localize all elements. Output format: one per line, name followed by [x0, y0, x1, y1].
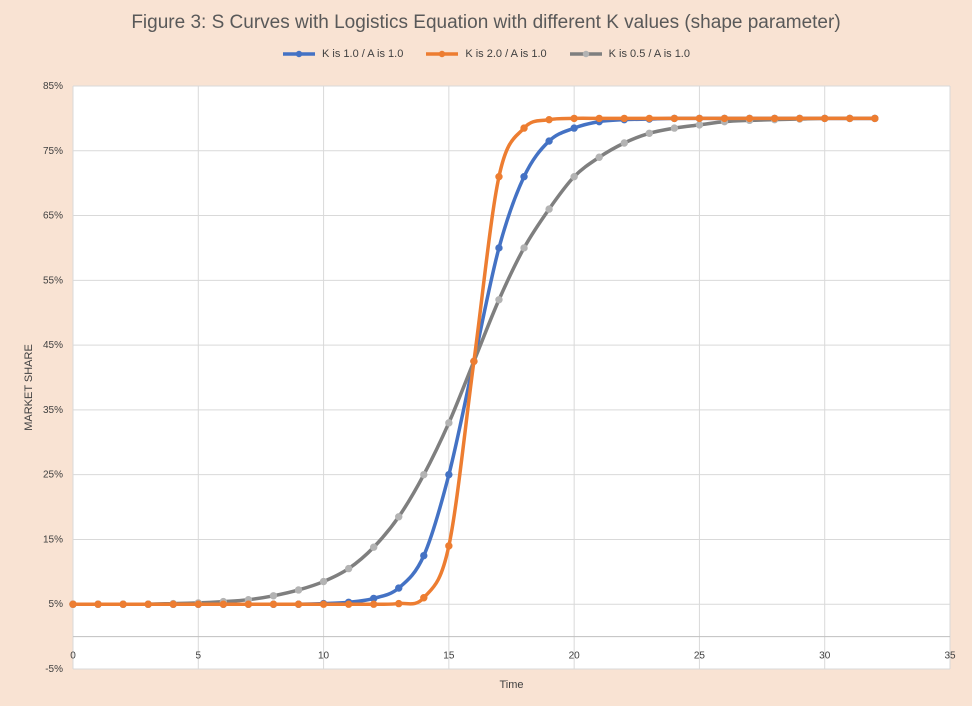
y-tick-label: 35%: [43, 405, 63, 416]
x-axis-title: Time: [499, 679, 523, 691]
data-point: [420, 551, 428, 560]
data-point: [69, 600, 77, 608]
data-point: [169, 600, 177, 608]
data-point: [620, 114, 628, 123]
plot-background: [73, 86, 950, 669]
data-point: [344, 600, 353, 608]
data-point: [595, 153, 603, 161]
data-point: [545, 137, 553, 145]
data-point: [420, 594, 428, 602]
legend-item: K is 0.5 / A is 1.0: [569, 48, 690, 60]
data-point: [645, 114, 654, 123]
data-point: [745, 114, 754, 123]
data-point: [94, 600, 102, 608]
legend-marker: [295, 50, 303, 58]
data-point: [445, 542, 453, 550]
legend-swatch: [426, 50, 459, 58]
data-point: [495, 244, 503, 252]
data-point: [470, 357, 478, 366]
data-point: [670, 114, 679, 123]
legend-marker: [439, 50, 446, 58]
data-point: [319, 600, 328, 608]
legend-item: K is 1.0 / A is 1.0: [282, 48, 403, 60]
legend-marker: [582, 50, 589, 58]
data-point: [520, 124, 528, 132]
data-point: [319, 577, 328, 586]
y-axis-title: MARKET SHARE: [23, 344, 35, 431]
data-point: [570, 124, 578, 132]
x-tick-label: 15: [443, 651, 455, 662]
data-point: [395, 599, 403, 608]
data-point: [294, 586, 303, 594]
x-tick-label: 20: [569, 651, 581, 662]
chart-title: Figure 3: S Curves with Logistics Equati…: [131, 12, 841, 33]
legend-swatch: [283, 50, 315, 58]
y-tick-label: 45%: [43, 340, 63, 351]
y-tick-label: 55%: [43, 275, 63, 286]
data-point: [294, 600, 303, 608]
data-point: [670, 124, 679, 132]
data-point: [244, 600, 253, 608]
data-point: [545, 115, 553, 124]
data-point: [520, 244, 528, 252]
data-point: [395, 513, 403, 521]
data-point: [445, 419, 453, 427]
data-point: [369, 543, 378, 551]
data-point: [269, 600, 278, 608]
data-point: [369, 600, 378, 608]
data-point: [445, 470, 453, 479]
data-point: [269, 592, 278, 600]
y-tick-label: 5%: [49, 599, 64, 610]
y-tick-label: 65%: [43, 211, 63, 222]
legend: K is 1.0 / A is 1.0 K is 2.0 / A is 1.0 K …: [0, 48, 972, 60]
y-tick-label: 85%: [43, 81, 63, 92]
legend-swatch: [569, 50, 602, 58]
data-point: [344, 564, 353, 573]
data-point: [194, 600, 202, 608]
data-point: [695, 114, 704, 123]
data-point: [545, 205, 553, 213]
x-tick-label: 10: [318, 651, 330, 662]
x-tick-label: 0: [70, 651, 76, 662]
data-point: [520, 172, 528, 181]
y-tick-label: 25%: [43, 470, 63, 481]
y-tick-label: -5%: [45, 664, 63, 675]
data-point: [119, 600, 127, 608]
data-point: [570, 114, 578, 123]
legend-label: K is 1.0 / A is 1.0: [322, 48, 404, 60]
data-point: [219, 600, 228, 608]
data-point: [495, 172, 503, 181]
x-tick-label: 25: [694, 651, 706, 662]
data-point: [144, 600, 152, 608]
data-point: [570, 172, 578, 181]
data-point: [645, 129, 654, 137]
data-point: [695, 121, 704, 129]
data-point: [770, 114, 779, 123]
data-point: [620, 139, 628, 147]
legend-label: K is 0.5 / A is 1.0: [608, 48, 690, 60]
x-tick-label: 30: [819, 651, 831, 662]
data-point: [846, 114, 854, 123]
y-tick-label: 75%: [43, 146, 63, 157]
data-point: [795, 114, 804, 123]
data-point: [821, 114, 829, 123]
data-point: [495, 296, 503, 304]
data-point: [871, 114, 879, 123]
data-point: [420, 470, 428, 479]
y-tick-label: 15%: [43, 534, 63, 545]
data-point: [595, 114, 603, 123]
x-tick-label: 5: [196, 651, 202, 662]
legend-item: K is 2.0 / A is 1.0: [425, 48, 547, 60]
legend-label: K is 2.0 / A is 1.0: [465, 48, 547, 60]
x-tick-label: 35: [944, 651, 956, 662]
data-point: [720, 114, 729, 123]
data-point: [395, 584, 403, 592]
